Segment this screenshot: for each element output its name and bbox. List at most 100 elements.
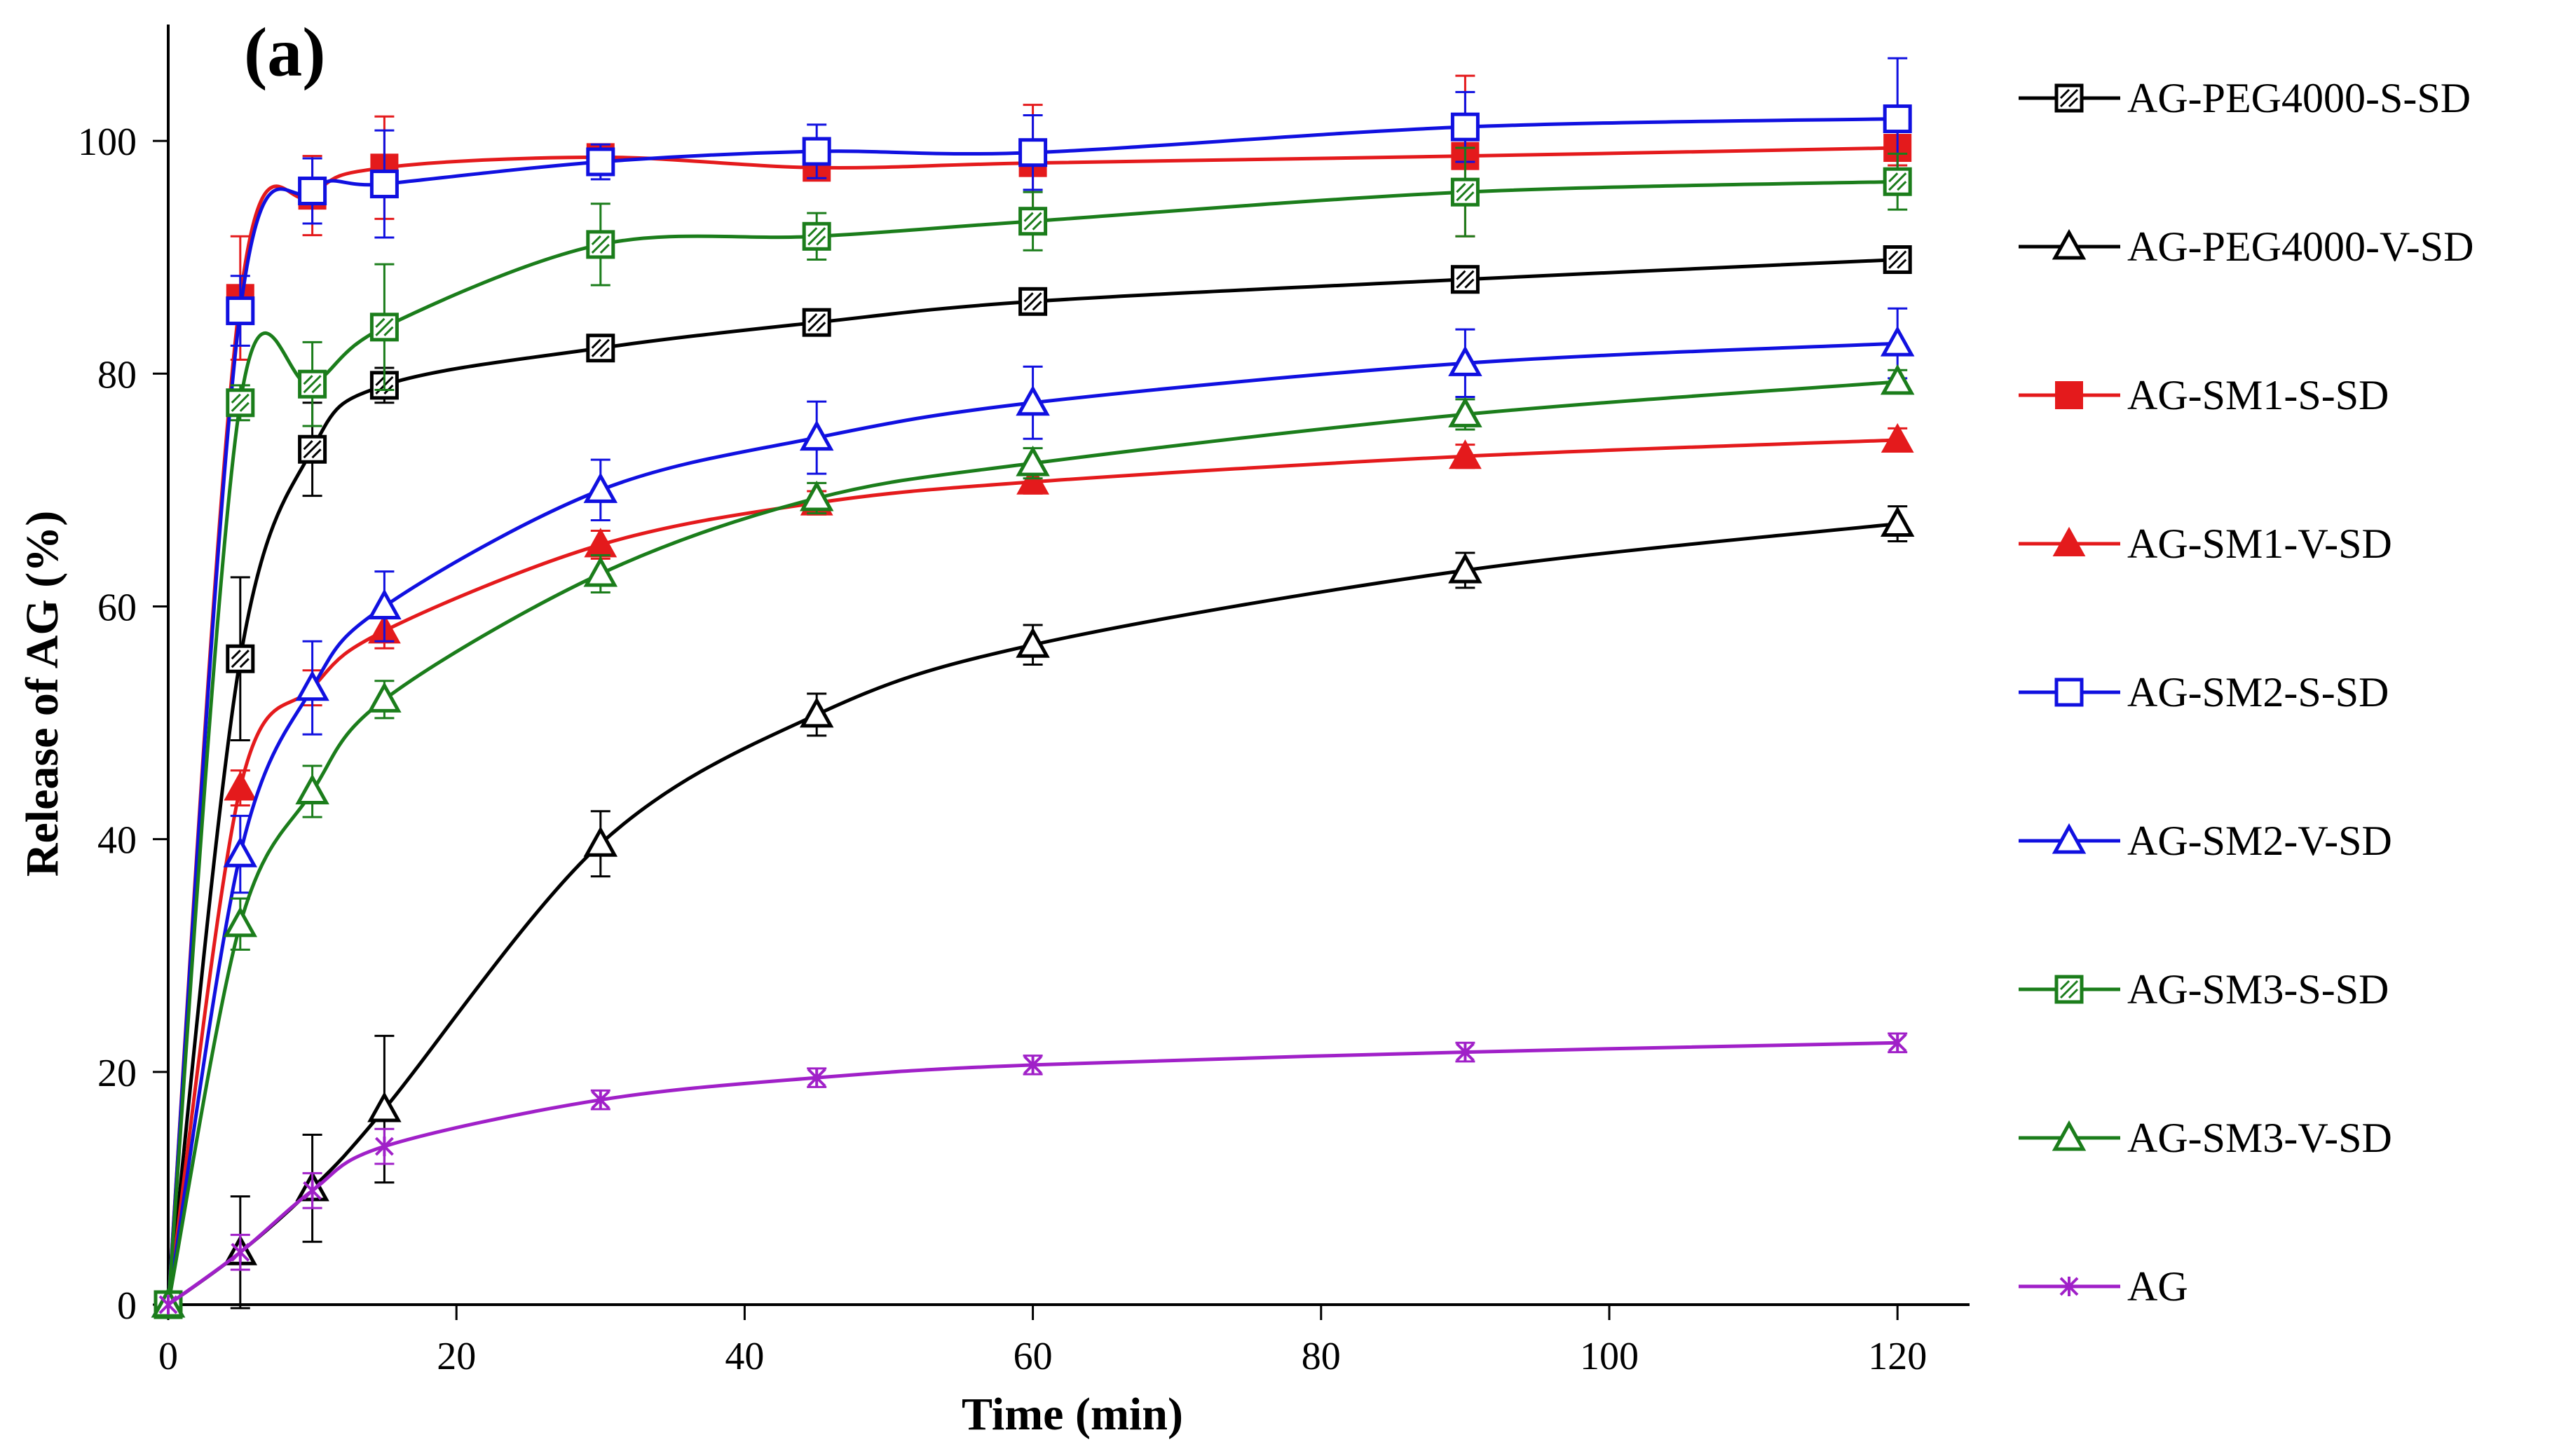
data-point-marker [298, 177, 327, 206]
data-point-marker [374, 1136, 394, 1157]
legend-label: AG-SM1-V-SD [2127, 521, 2392, 567]
series-line [166, 438, 1898, 1305]
legend-item: AG-SM3-V-SD [2019, 1115, 2392, 1161]
legend-label: AG [2127, 1263, 2188, 1310]
legend-item: AG-PEG4000-V-SD [2019, 224, 2473, 270]
legend-label: AG-SM1-S-SD [2127, 372, 2389, 418]
data-point-marker [1448, 552, 1482, 584]
y-tick-label: 40 [97, 819, 137, 863]
data-point-marker [1016, 465, 1049, 495]
x-tick-label: 60 [1014, 1335, 1053, 1378]
data-point-marker [226, 388, 255, 418]
data-point-marker [591, 1090, 610, 1110]
data-point-marker [2054, 678, 2084, 707]
x-tick-label: 40 [725, 1335, 764, 1378]
legend-label: AG-SM3-V-SD [2127, 1115, 2392, 1161]
data-point-marker [298, 369, 327, 399]
data-point-marker [586, 230, 615, 259]
data-point-marker [1880, 325, 1915, 357]
data-point-marker [1018, 207, 1048, 236]
data-point-marker [2059, 1277, 2079, 1296]
legend-label: AG-PEG4000-S-SD [2127, 75, 2471, 121]
axis-ticks: 0 20 40 60 80 100 120 0 20 40 60 80 100 [78, 121, 1927, 1378]
x-tick-label: 0 [158, 1335, 178, 1378]
legend-item: AG [2019, 1263, 2188, 1310]
data-point-marker [583, 826, 618, 857]
data-point-marker [583, 472, 618, 503]
data-point-marker [1016, 627, 1050, 658]
data-point-marker [1881, 423, 1914, 453]
x-tick-label: 20 [437, 1335, 476, 1378]
y-tick-label: 20 [97, 1052, 137, 1095]
series-ag-sm3-v-sd [151, 364, 1915, 1318]
legend-label: AG-PEG4000-V-SD [2127, 224, 2473, 270]
data-point-marker [1883, 104, 1912, 134]
legend-item: AG-SM2-S-SD [2019, 669, 2389, 715]
data-point-marker [807, 1068, 826, 1088]
data-point-marker [2054, 975, 2084, 1004]
y-tick-label: 60 [97, 586, 137, 629]
data-point-marker [367, 589, 402, 619]
series-line [166, 146, 1898, 1305]
data-point-marker [2055, 381, 2083, 409]
legend-item: AG-SM3-S-SD [2019, 966, 2389, 1012]
data-point-marker [1016, 446, 1050, 476]
series-line [166, 258, 1898, 1305]
y-tick-label: 80 [97, 353, 137, 397]
data-point-marker [2052, 526, 2086, 556]
legend-item: AG-SM1-S-SD [2019, 372, 2389, 418]
data-point-marker [1016, 385, 1050, 416]
data-point-marker [799, 696, 834, 728]
data-point-marker [303, 1181, 322, 1201]
series-ag-sm3-s-sd [153, 146, 1912, 1319]
data-point-marker [799, 480, 834, 511]
legend-item: AG-PEG4000-S-SD [2019, 75, 2471, 121]
data-point-marker [802, 221, 831, 251]
data-point-marker [158, 1295, 178, 1314]
data-point-marker [1450, 265, 1480, 294]
data-point-marker [1883, 245, 1912, 275]
data-point-marker [223, 906, 258, 938]
data-point-marker [1018, 287, 1048, 316]
data-point-marker [367, 1091, 402, 1122]
data-point-marker [2052, 823, 2087, 854]
data-point-marker [2054, 83, 2084, 113]
data-point-marker [223, 837, 258, 867]
x-axis-title: Time (min) [962, 1389, 1183, 1440]
data-point-marker [295, 670, 329, 701]
legend-label: AG-SM2-V-SD [2127, 818, 2392, 864]
series-ag-sm1-v-sd [151, 423, 1914, 1317]
data-point-marker [583, 556, 618, 587]
data-point-marker [369, 313, 399, 342]
legend-label: AG-SM2-S-SD [2127, 669, 2389, 715]
data-point-marker [1448, 397, 1482, 427]
y-axis-title: Release of AG (%) [17, 511, 68, 877]
data-point-marker [586, 334, 615, 363]
legend: AG-PEG4000-S-SD AG-PEG4000-V-SD AG-SM1-S-S… [2019, 75, 2473, 1310]
data-point-marker [295, 774, 329, 805]
legend-item: AG-SM1-V-SD [2019, 521, 2392, 567]
data-point-marker [802, 137, 831, 166]
x-tick-label: 120 [1868, 1335, 1927, 1378]
series-ag-sm1-s-sd [154, 74, 1912, 1319]
data-point-marker [802, 308, 831, 337]
series-ag-peg4000-v-sd [151, 505, 1915, 1318]
data-point-marker [367, 682, 402, 713]
data-point-marker [1448, 345, 1482, 376]
data-point-marker [1888, 1033, 1907, 1053]
data-point-marker [224, 771, 257, 801]
plot-area: 0 20 40 60 80 100 120 0 20 40 60 80 100 [78, 25, 1970, 1378]
x-tick-label: 100 [1580, 1335, 1639, 1378]
series-line [167, 1041, 1898, 1307]
data-point-marker [226, 644, 255, 673]
series-ag-peg4000-s-sd [153, 245, 1912, 1319]
data-point-marker [1449, 439, 1482, 469]
data-point-marker [369, 170, 399, 199]
data-point-marker [1880, 364, 1915, 395]
y-tick-label: 0 [117, 1284, 137, 1328]
data-point-marker [226, 296, 255, 326]
data-point-marker [2052, 228, 2087, 260]
data-point-marker [1883, 167, 1912, 196]
data-point-marker [231, 1242, 250, 1263]
